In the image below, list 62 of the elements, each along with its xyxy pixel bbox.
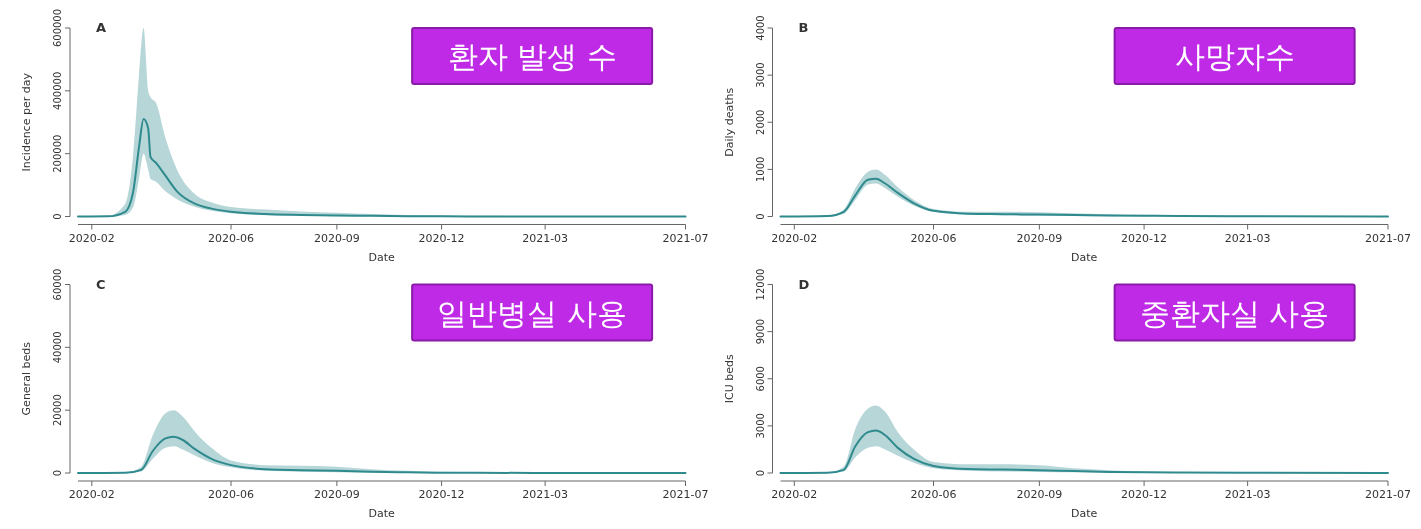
y-axis-title: Daily deaths: [722, 87, 736, 157]
x-tick-label: 2020-06: [910, 231, 957, 245]
x-tick-label: 2020-06: [208, 488, 255, 501]
chart-title: D: [798, 276, 810, 292]
x-tick-label: 2020-09: [313, 488, 360, 501]
x-tick-label: 2020-12: [1121, 488, 1168, 501]
y-tick-label: 0: [754, 213, 766, 220]
x-tick-label: 2020-09: [1016, 231, 1063, 245]
x-tick-label: 2021-07: [662, 488, 709, 501]
line-series: [77, 435, 687, 474]
y-tick-label: 0: [52, 469, 63, 477]
x-tick-label: 2020-12: [1121, 231, 1168, 245]
x-tick-label: 2021-03: [1224, 488, 1271, 501]
y-tick-label: 12000: [754, 268, 766, 301]
y-tick-label: 3000: [754, 62, 766, 88]
y-tick-label: 0: [754, 469, 766, 477]
x-tick-label: 2020-12: [418, 231, 465, 245]
y-axis-title: General beds: [20, 341, 33, 416]
y-tick-label: 60000: [52, 268, 63, 301]
annotation: 일반병실 사용: [437, 295, 627, 331]
y-axis-title: ICU beds: [722, 354, 736, 404]
y-tick-label: 20000: [52, 394, 63, 427]
x-axis-title: Date: [1071, 507, 1098, 520]
x-tick-label: 2020-09: [1016, 488, 1063, 501]
y-tick-label: 600000: [52, 8, 63, 48]
x-tick-label: 2020-06: [208, 231, 255, 245]
line-series: [77, 118, 687, 218]
x-tick-label: 2020-02: [771, 488, 818, 501]
y-tick-label: 1000: [754, 156, 766, 183]
chart-title: A: [96, 20, 107, 35]
y-tick-label: 200000: [52, 134, 63, 173]
annotation: 사망자수: [1174, 39, 1295, 74]
x-axis-title: Date: [1071, 250, 1098, 264]
y-tick-label: 0: [52, 213, 63, 220]
y-tick-label: 4000: [754, 15, 766, 41]
x-axis-title: Date: [368, 507, 396, 520]
x-tick-label: 2020-02: [771, 231, 818, 245]
x-tick-label: 2021-07: [1365, 231, 1411, 245]
x-tick-label: 2020-02: [68, 488, 115, 501]
y-tick-label: 3000: [754, 413, 766, 439]
annotation: 중환자실 사용: [1139, 295, 1330, 331]
chart-title: B: [798, 20, 809, 35]
chart-title: C: [96, 276, 106, 292]
x-tick-label: 2020-09: [313, 231, 360, 245]
x-tick-label: 2021-07: [662, 231, 709, 245]
y-tick-label: 6000: [754, 366, 766, 392]
x-axis-title: Date: [368, 250, 396, 264]
x-tick-label: 2020-02: [68, 231, 115, 245]
annotation: 환자 발생 수: [447, 39, 617, 74]
x-tick-label: 2021-03: [522, 231, 569, 245]
y-tick-label: 40000: [52, 331, 63, 364]
line-series: [779, 429, 1389, 474]
x-tick-label: 2021-03: [1224, 231, 1271, 245]
x-tick-label: 2020-06: [910, 488, 957, 501]
y-tick-label: 9000: [754, 318, 766, 345]
y-tick-label: 2000: [754, 109, 766, 135]
x-tick-label: 2021-03: [522, 488, 569, 501]
y-axis-title: Incidence per day: [20, 72, 33, 172]
line-series: [779, 177, 1389, 218]
y-tick-label: 400000: [52, 71, 63, 110]
x-tick-label: 2020-12: [418, 488, 465, 501]
x-tick-label: 2021-07: [1365, 488, 1411, 501]
